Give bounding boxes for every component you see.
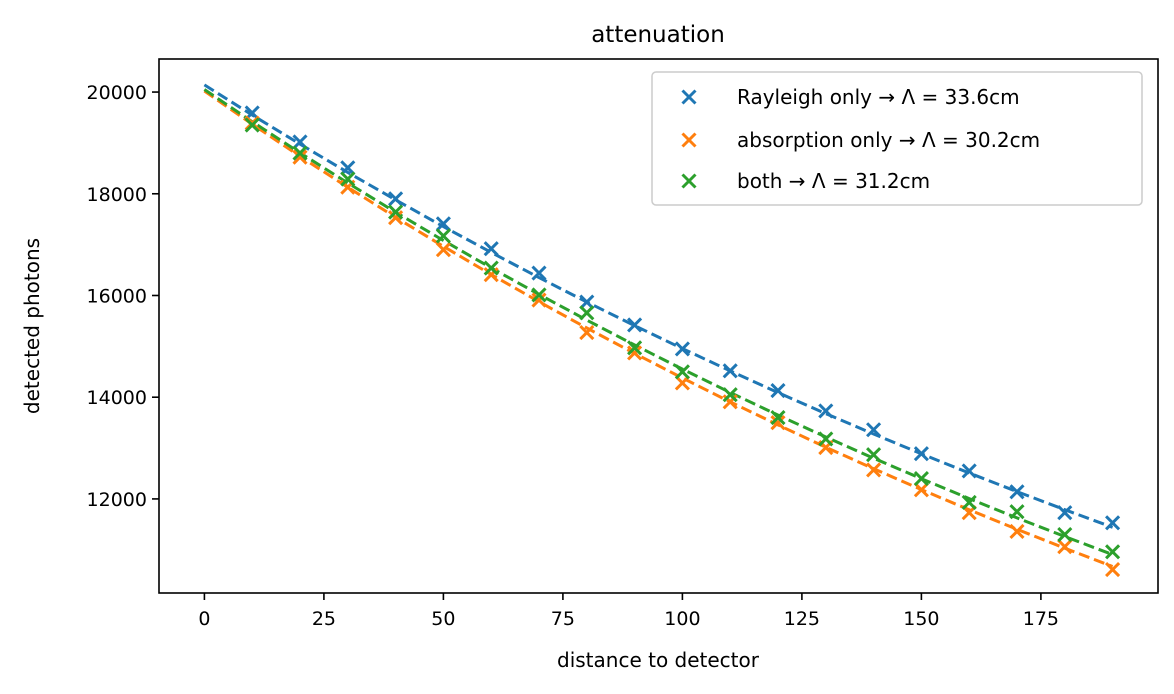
x-tick-label: 175	[1023, 608, 1059, 630]
data-point-series-2	[435, 228, 451, 244]
data-point-series-0	[292, 134, 308, 150]
x-tick-label: 125	[784, 608, 820, 630]
data-point-series-2	[674, 364, 690, 380]
data-point-series-2	[483, 260, 499, 276]
y-tick-label: 12000	[87, 489, 147, 511]
data-point-series-1	[292, 149, 308, 165]
legend-x-mark	[681, 173, 697, 189]
data-point-series-2	[1105, 544, 1121, 560]
fit-line-series-0	[203, 83, 1114, 529]
data-point-series-1	[913, 482, 929, 498]
data-point-series-0	[770, 383, 786, 399]
y-tick-label: 16000	[87, 285, 147, 307]
x-axis: 0 25 50 75 100 125 150 175	[198, 593, 1059, 630]
data-point-series-2	[913, 471, 929, 487]
x-tick-label: 75	[551, 608, 575, 630]
data-point-series-0	[674, 341, 690, 357]
y-tick-label: 20000	[87, 82, 147, 104]
data-point-series-1	[579, 325, 595, 341]
data-point-series-1	[435, 242, 451, 258]
data-point-series-1	[531, 292, 547, 308]
fit-line-series-1	[203, 89, 1114, 568]
fit-line-series-2	[203, 88, 1114, 557]
y-tick-label: 18000	[87, 184, 147, 206]
axes-frame	[158, 58, 1159, 594]
x-tick-label: 150	[903, 608, 939, 630]
data-point-series-0	[722, 363, 738, 379]
legend-x-mark	[681, 89, 697, 105]
data-point-series-0	[435, 216, 451, 232]
data-point-series-0	[531, 265, 547, 281]
data-point-series-1	[770, 415, 786, 431]
data-point-series-1	[627, 345, 643, 361]
legend-item-absorption: absorption only → Λ = 30.2cm	[681, 128, 1040, 152]
data-point-series-0	[627, 317, 643, 333]
legend-label-absorption: absorption only → Λ = 30.2cm	[737, 128, 1040, 152]
legend-marker-both-x-icon	[681, 173, 697, 189]
y-tick-label: 14000	[87, 387, 147, 409]
legend: Rayleigh only → Λ = 33.6cm absorption on…	[651, 71, 1143, 206]
data-point-series-0	[340, 160, 356, 176]
data-point-series-2	[531, 287, 547, 303]
x-tick-label: 0	[198, 608, 210, 630]
data-point-series-0	[388, 191, 404, 207]
data-point-series-2	[292, 145, 308, 161]
data-point-series-2	[244, 117, 260, 133]
legend-x-mark	[681, 132, 697, 148]
data-point-series-0	[1105, 515, 1121, 531]
y-axis: 12000 14000 16000 18000 20000	[87, 82, 159, 511]
legend-marker-rayleigh-x-icon	[681, 89, 697, 105]
data-point-series-2	[770, 409, 786, 426]
x-tick-label: 100	[664, 608, 700, 630]
data-point-series-2	[388, 204, 404, 220]
legend-item-both: both → Λ = 31.2cm	[681, 169, 930, 193]
x-tick-label: 25	[312, 608, 336, 630]
x-tick-label: 50	[431, 608, 455, 630]
x-axis-label: distance to detector	[557, 648, 760, 672]
data-point-series-0	[913, 446, 929, 462]
data-point-series-2	[627, 340, 643, 356]
data-point-series-0	[483, 241, 499, 257]
data-point-series-0	[961, 463, 977, 479]
legend-marker-absorption-x-icon	[681, 132, 697, 148]
data-markers	[244, 105, 1121, 578]
legend-label-rayleigh: Rayleigh only → Λ = 33.6cm	[737, 85, 1020, 109]
legend-label-both: both → Λ = 31.2cm	[737, 169, 930, 193]
data-point-series-1	[866, 462, 882, 478]
data-point-series-2	[866, 447, 882, 463]
data-point-series-0	[1057, 505, 1073, 521]
legend-item-rayleigh: Rayleigh only → Λ = 33.6cm	[681, 85, 1020, 109]
data-point-series-1	[1105, 562, 1121, 578]
data-point-series-2	[1009, 504, 1025, 520]
data-point-series-1	[674, 375, 690, 391]
data-point-series-0	[818, 403, 834, 419]
data-point-series-1	[1009, 523, 1025, 540]
chart-title: attenuation	[591, 22, 725, 48]
data-point-series-1	[1057, 539, 1073, 555]
data-point-series-2	[818, 431, 834, 447]
data-point-series-0	[866, 422, 882, 438]
data-point-series-2	[961, 494, 977, 511]
legend-frame	[651, 71, 1143, 206]
data-point-series-2	[1057, 526, 1073, 543]
data-point-series-2	[340, 171, 356, 187]
data-point-series-2	[579, 305, 595, 321]
data-point-series-2	[722, 387, 738, 403]
fit-lines	[203, 83, 1114, 568]
data-point-series-0	[1009, 484, 1025, 500]
data-point-series-1	[388, 210, 404, 226]
y-axis-label: detected photons	[20, 238, 44, 414]
